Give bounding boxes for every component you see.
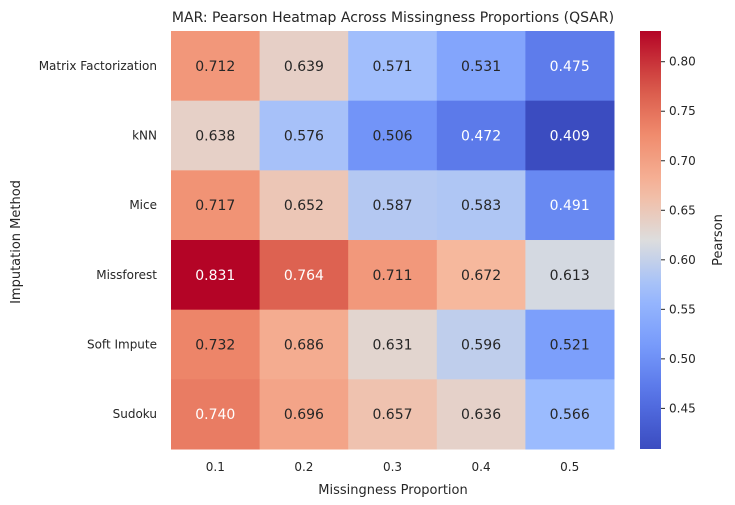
- cell-value-label: 0.672: [461, 268, 501, 284]
- heatmap-cell: [171, 240, 261, 311]
- heatmap-cell: [525, 100, 615, 171]
- x-tick-labels: 0.1 0.2 0.3 0.4 0.5: [206, 460, 579, 474]
- cell-value-label: 0.472: [461, 129, 501, 145]
- heatmap-cell: [436, 100, 526, 171]
- cell-value-label: 0.587: [372, 198, 412, 214]
- cell-value-label: 0.686: [284, 338, 324, 354]
- x-tick-label: 0.1: [206, 460, 225, 474]
- cell-value-label: 0.475: [550, 59, 590, 75]
- cell-value-label: 0.638: [195, 129, 235, 145]
- x-tick-label: 0.3: [383, 460, 402, 474]
- cell-value-label: 0.631: [372, 338, 412, 354]
- heatmap-cell: [171, 100, 261, 171]
- y-tick-label: Missforest: [96, 268, 157, 282]
- colorbar-tick-label: 0.70: [669, 154, 696, 168]
- cell-value-label: 0.409: [550, 129, 590, 145]
- cell-value-label: 0.531: [461, 59, 501, 75]
- x-axis-label: Missingness Proportion: [318, 483, 467, 498]
- heatmap-cell: [436, 170, 526, 241]
- heatmap-cell: [171, 379, 261, 450]
- cell-value-label: 0.583: [461, 198, 501, 214]
- heatmap-cell: [525, 379, 615, 450]
- cell-value-label: 0.566: [550, 407, 590, 423]
- y-tick-label: Soft Impute: [87, 338, 157, 352]
- heatmap-cell: [259, 100, 349, 171]
- cell-value-label: 0.639: [284, 59, 324, 75]
- cell-value-label: 0.657: [372, 407, 412, 423]
- colorbar-label: Pearson: [711, 214, 726, 266]
- cell-value-label: 0.571: [372, 59, 412, 75]
- colorbar-ticks: 0.45 0.50 0.55 0.60 0.65 0.70 0.75 0.80: [661, 55, 696, 415]
- heatmap-cell: [525, 31, 615, 102]
- cell-value-label: 0.521: [550, 338, 590, 354]
- x-tick-label: 0.4: [472, 460, 491, 474]
- y-tick-labels: Matrix Factorization kNN Mice Missforest Sof…: [39, 59, 158, 421]
- heatmap-cell: [436, 379, 526, 450]
- heatmap-cell: [525, 309, 615, 380]
- colorbar-tick-label: 0.55: [669, 302, 696, 316]
- cell-value-label: 0.596: [461, 338, 501, 354]
- cell-value-label: 0.740: [195, 407, 235, 423]
- colorbar-tick-label: 0.50: [669, 352, 696, 366]
- heatmap-cells: 0.712 0.639 0.571 0.531 0.475 0.638 0.576 0.506…: [171, 31, 615, 450]
- cell-value-label: 0.712: [195, 59, 235, 75]
- colorbar-tick-label: 0.60: [669, 253, 696, 267]
- cell-value-label: 0.711: [372, 268, 412, 284]
- cell-value-label: 0.831: [195, 268, 235, 284]
- heatmap-cell: [348, 240, 438, 311]
- cell-value-label: 0.613: [550, 268, 590, 284]
- colorbar-tick-label: 0.45: [669, 401, 696, 415]
- cell-value-label: 0.506: [372, 129, 412, 145]
- colorbar: [640, 31, 661, 449]
- heatmap-cell: [171, 31, 261, 102]
- colorbar-tick-label: 0.80: [669, 55, 696, 69]
- y-axis-label: Imputation Method: [9, 180, 24, 304]
- colorbar-tick-label: 0.75: [669, 104, 696, 118]
- colorbar-tick-label: 0.65: [669, 203, 696, 217]
- cell-value-label: 0.732: [195, 338, 235, 354]
- y-tick-label: Matrix Factorization: [39, 59, 157, 73]
- cell-value-label: 0.652: [284, 198, 324, 214]
- cell-value-label: 0.764: [284, 268, 324, 284]
- cell-value-label: 0.696: [284, 407, 324, 423]
- heatmap-cell: [348, 379, 438, 450]
- heatmap-cell: [348, 170, 438, 241]
- cell-value-label: 0.576: [284, 129, 324, 145]
- heatmap-cell: [436, 309, 526, 380]
- heatmap-cell: [259, 379, 349, 450]
- heatmap-cell: [171, 170, 261, 241]
- x-tick-label: 0.2: [294, 460, 313, 474]
- chart-title: MAR: Pearson Heatmap Across Missingness …: [172, 10, 614, 26]
- heatmap-cell: [436, 31, 526, 102]
- heatmap-cell: [171, 309, 261, 380]
- heatmap-cell: [348, 309, 438, 380]
- cell-value-label: 0.636: [461, 407, 501, 423]
- heatmap-cell: [259, 240, 349, 311]
- y-tick-label: Sudoku: [113, 407, 157, 421]
- heatmap-cell: [525, 240, 615, 311]
- heatmap-cell: [259, 170, 349, 241]
- heatmap-cell: [259, 31, 349, 102]
- x-tick-label: 0.5: [560, 460, 579, 474]
- heatmap-cell: [525, 170, 615, 241]
- cell-value-label: 0.717: [195, 198, 235, 214]
- heatmap-cell: [348, 31, 438, 102]
- y-tick-label: Mice: [129, 198, 157, 212]
- heatmap-cell: [259, 309, 349, 380]
- heatmap-cell: [348, 100, 438, 171]
- heatmap-cell: [436, 240, 526, 311]
- cell-value-label: 0.491: [550, 198, 590, 214]
- y-tick-label: kNN: [132, 129, 157, 143]
